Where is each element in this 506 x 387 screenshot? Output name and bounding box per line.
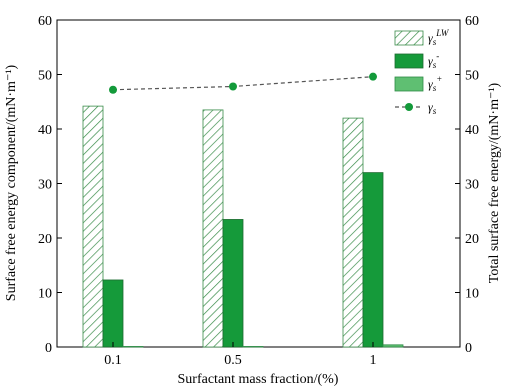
y2-tick-label: 20 <box>465 232 479 247</box>
axes-layer: 0 10 20 30 40 50 60 0 10 20 30 40 50 60 0.1 0.5 1 <box>38 14 479 368</box>
y2-tick-label: 10 <box>465 287 479 302</box>
bar-LW-2 <box>342 117 364 348</box>
bars-layer <box>82 105 404 348</box>
y2-tick-label: 50 <box>465 69 479 84</box>
bar--2 <box>382 344 404 348</box>
legend-label: γs <box>428 100 437 116</box>
total-energy-line-layer <box>109 72 377 94</box>
legend-swatch <box>394 53 424 69</box>
legend: γsLW γs-γs+ γs <box>394 28 450 116</box>
total-energy-point-1 <box>229 82 237 91</box>
legend-label: γsLW <box>428 28 450 47</box>
y-axis-title: Surface free energy component/(mN·m⁻¹) <box>4 64 19 301</box>
total-energy-line <box>112 76 374 91</box>
y-tick-label: 10 <box>38 287 52 302</box>
total-energy-point-2 <box>369 72 377 81</box>
x-tick-label: 1 <box>370 353 377 368</box>
x-axis-title: Surfactant mass fraction/(%) <box>178 372 339 387</box>
y2-tick-label: 40 <box>465 123 479 138</box>
y2-tick-label: 0 <box>465 341 472 356</box>
y-tick-label: 0 <box>45 341 52 356</box>
bar--2 <box>362 172 384 348</box>
bar-LW-1 <box>202 109 224 348</box>
legend-label: γs+ <box>428 74 442 93</box>
y2-axis-title: Total surface free energy/(mN·m⁻¹) <box>487 82 502 283</box>
bar--1 <box>242 346 264 348</box>
bar--1 <box>222 219 244 348</box>
bar--0 <box>102 279 124 348</box>
y-tick-label: 30 <box>38 178 52 193</box>
y-tick-label: 50 <box>38 69 52 84</box>
total-energy-point-0 <box>109 85 117 94</box>
bar--0 <box>122 346 144 348</box>
legend-label: γs- <box>428 51 439 70</box>
y2-tick-label: 30 <box>465 178 479 193</box>
y-tick-label: 20 <box>38 232 52 247</box>
legend-swatch <box>394 76 424 92</box>
y-tick-label: 40 <box>38 123 52 138</box>
y-tick-label: 60 <box>38 14 52 29</box>
bar-LW-0 <box>82 105 104 348</box>
legend-swatch <box>394 30 424 46</box>
legend-swatch-marker <box>405 103 413 111</box>
x-tick-label: 0.1 <box>104 353 122 368</box>
y2-tick-label: 60 <box>465 14 479 29</box>
x-tick-label: 0.5 <box>224 353 242 368</box>
